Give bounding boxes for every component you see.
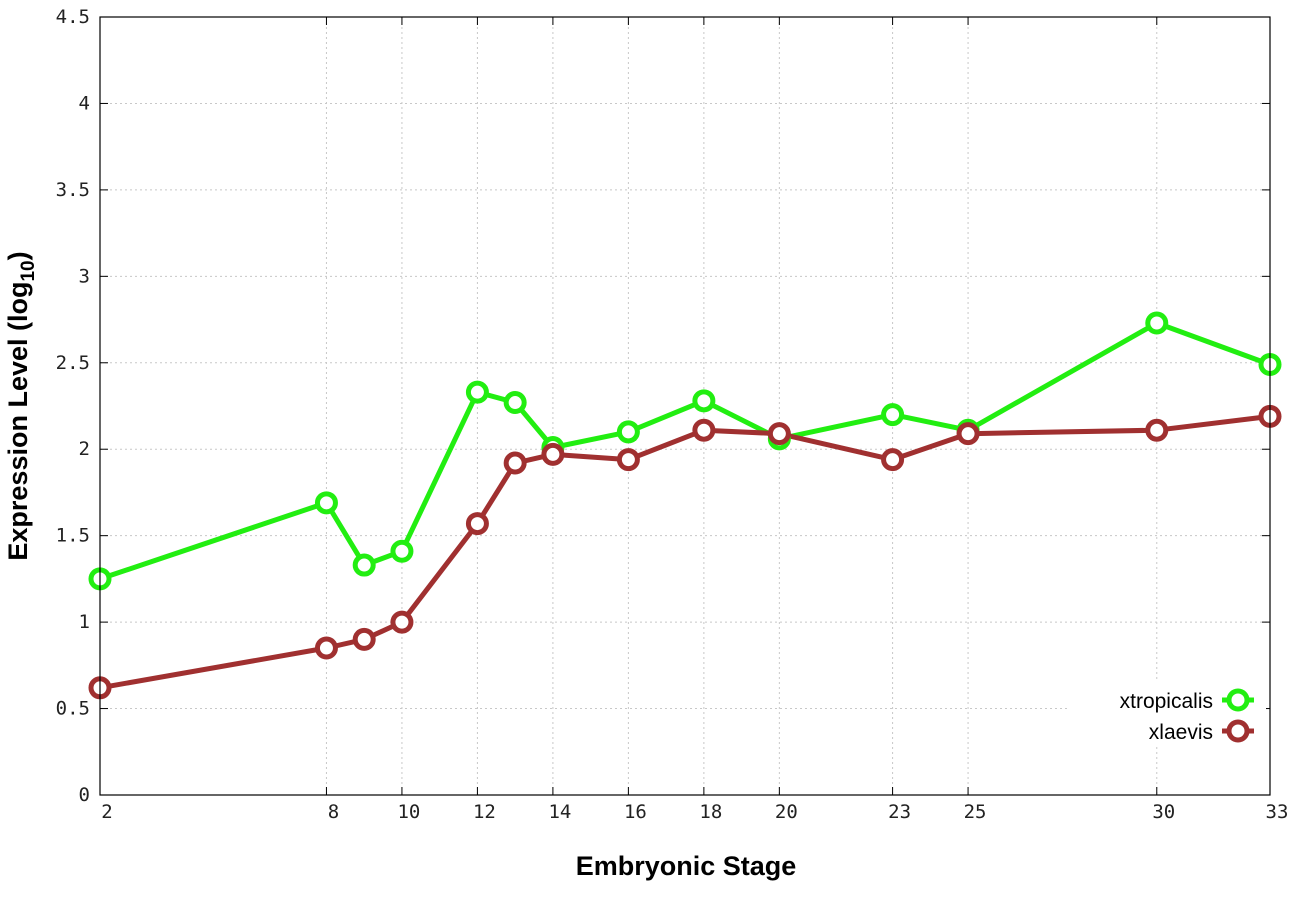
y-axis-title-close: ): [3, 251, 33, 260]
y-axis-title-main: Expression Level (log: [3, 282, 33, 561]
legend-label-xlaevis: xlaevis: [1149, 721, 1213, 744]
x-tick-label: 8: [328, 801, 339, 823]
y-tick-label: 4: [79, 92, 90, 114]
axis-ticks: 0 0.5 1 1.5 2 2.5 3 3.5 4 4.5 2 8 10 12 14 16 18 20 23 25 30…: [56, 6, 1289, 823]
x-tick-label: 14: [548, 801, 571, 823]
data-point-xtropicalis: [314, 491, 338, 515]
y-tick-label: 3: [79, 265, 90, 287]
x-tick-label: 16: [624, 801, 647, 823]
data-point-xlaevis: [692, 418, 716, 442]
x-tick-label: 18: [699, 801, 722, 823]
x-tick-label: 2: [101, 801, 112, 823]
y-axis-title: Expression Level (log10): [3, 251, 39, 560]
data-point-xlaevis: [465, 512, 489, 536]
data-point-xtropicalis: [692, 389, 716, 413]
data-point-xlaevis: [616, 448, 640, 472]
y-axis-title-subscript: 10: [18, 260, 39, 281]
plot-frame: [99, 16, 1271, 796]
y-tick-label: 2.5: [56, 352, 90, 374]
series-points: [88, 311, 1282, 700]
data-point-xtropicalis: [1145, 311, 1169, 335]
data-point-xlaevis: [352, 627, 376, 651]
data-point-xtropicalis: [352, 553, 376, 577]
data-point-xtropicalis: [881, 403, 905, 427]
legend-marker-xtropicalis: [1226, 688, 1250, 712]
x-tick-label: 12: [473, 801, 496, 823]
data-point-xlaevis: [390, 610, 414, 634]
x-tick-label: 23: [888, 801, 911, 823]
data-point-xlaevis: [956, 422, 980, 446]
x-tick-label: 33: [1266, 801, 1289, 823]
legend: xtropicalis xlaevis: [1070, 681, 1266, 745]
data-point-xlaevis: [503, 451, 527, 475]
data-point-xlaevis: [314, 636, 338, 660]
grid-lines: [100, 17, 1270, 795]
legend-marker-xlaevis: [1226, 719, 1250, 743]
legend-label-xtropicalis: xtropicalis: [1120, 690, 1213, 713]
data-point-xtropicalis: [616, 420, 640, 444]
y-tick-label: 3.5: [56, 179, 90, 201]
data-point-xtropicalis: [465, 380, 489, 404]
x-tick-label: 20: [775, 801, 798, 823]
x-tick-label: 25: [964, 801, 987, 823]
data-point-xlaevis: [881, 448, 905, 472]
y-tick-label: 2: [79, 438, 90, 460]
y-tick-label: 0.5: [56, 698, 90, 720]
data-point-xlaevis: [767, 422, 791, 446]
data-point-xtropicalis: [390, 539, 414, 563]
x-tick-label: 30: [1152, 801, 1175, 823]
data-point-xlaevis: [541, 442, 565, 466]
y-tick-label: 1: [79, 611, 90, 633]
x-tick-label: 10: [397, 801, 420, 823]
x-axis-title: Embryonic Stage: [576, 851, 797, 881]
y-tick-label: 4.5: [56, 6, 90, 28]
y-tick-label: 0: [79, 784, 90, 806]
y-tick-label: 1.5: [56, 525, 90, 547]
data-point-xtropicalis: [503, 391, 527, 415]
data-point-xlaevis: [1145, 418, 1169, 442]
